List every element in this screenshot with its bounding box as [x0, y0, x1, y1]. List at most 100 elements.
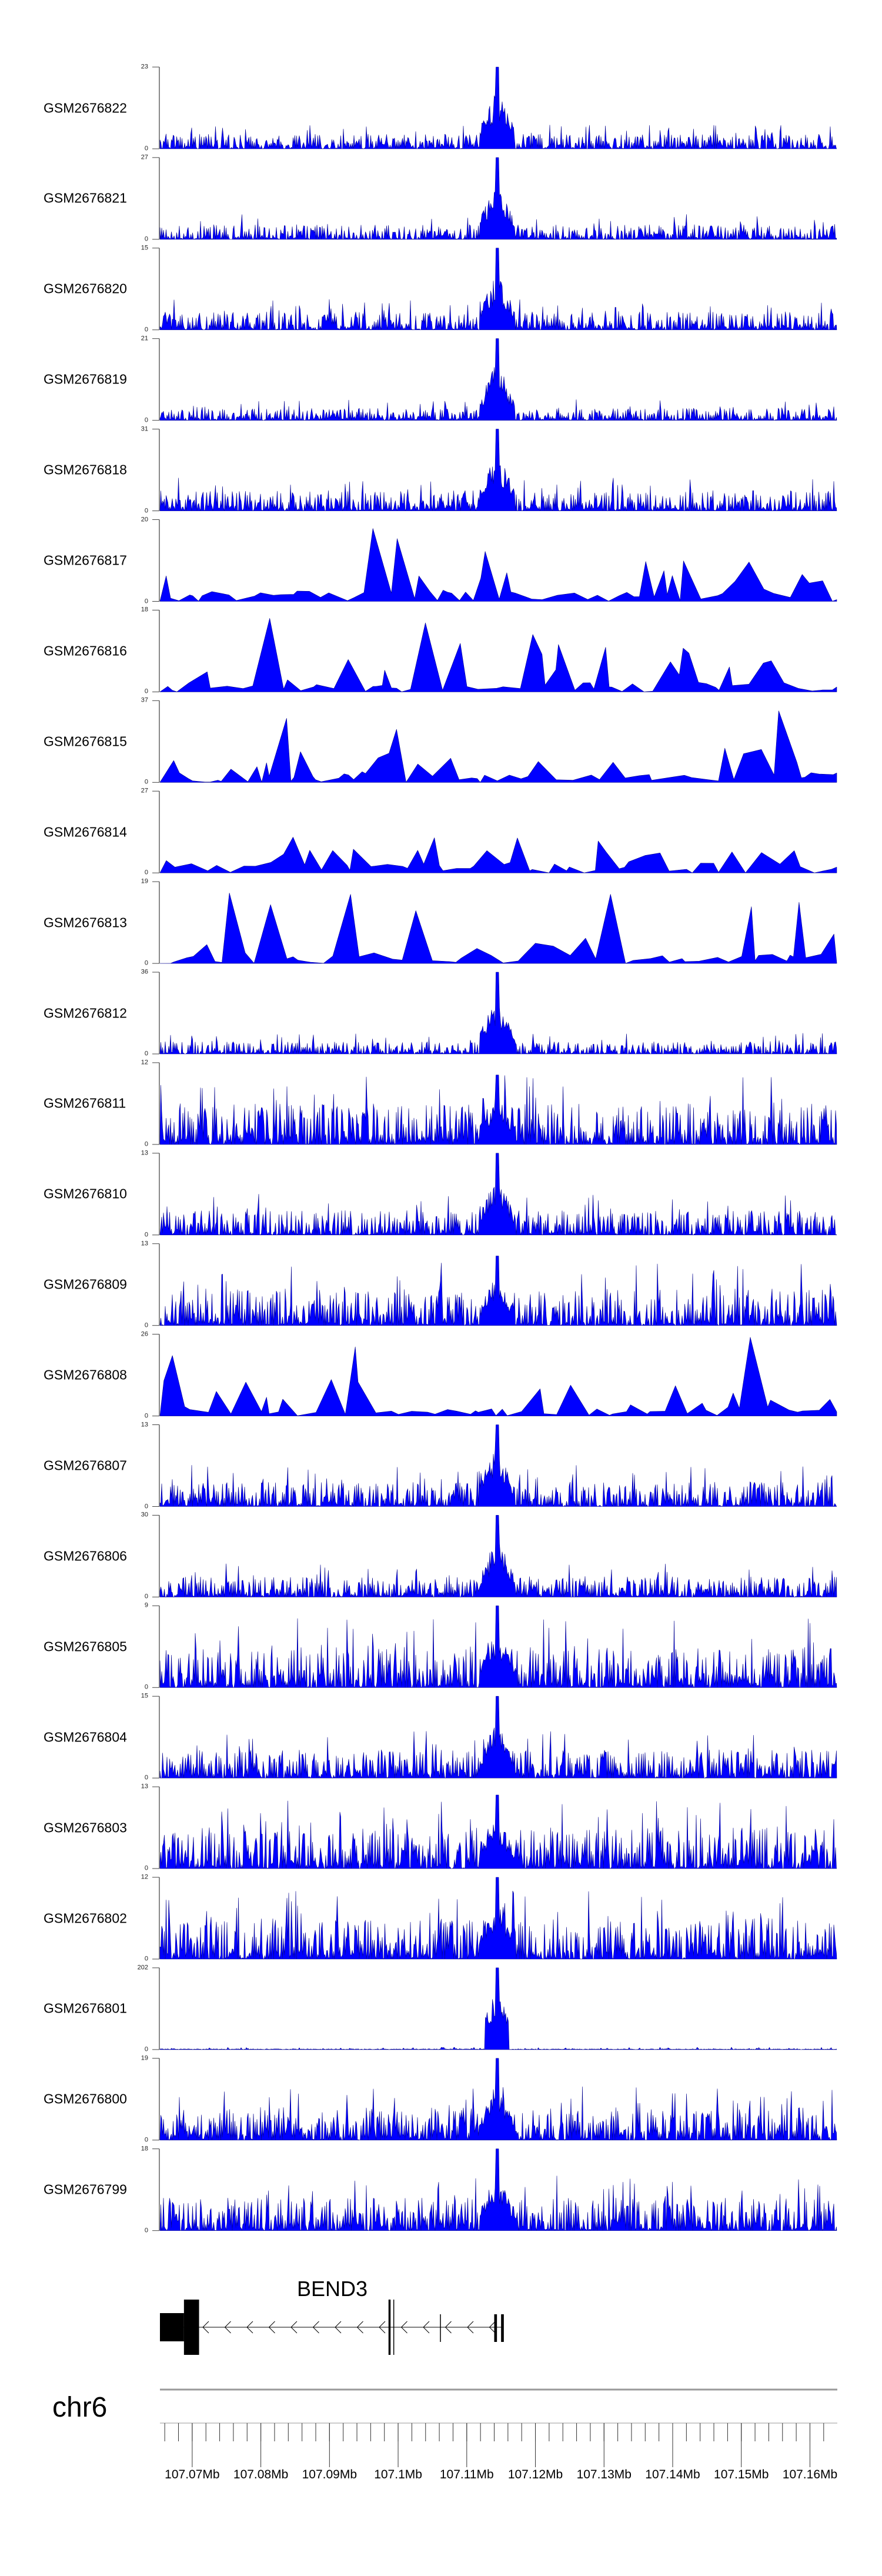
- y-min-label: 0: [144, 598, 148, 605]
- y-max-label: 18: [141, 606, 148, 613]
- y-min-label: 0: [144, 1412, 148, 1420]
- y-min-label: 0: [144, 1231, 148, 1239]
- signal-area: [159, 1794, 837, 1869]
- gene-exon: [440, 2314, 441, 2342]
- track-label: GSM2676819: [44, 371, 127, 387]
- y-max-label: 202: [137, 1964, 148, 1971]
- signal-area: [159, 1075, 837, 1145]
- y-min-label: 0: [144, 2046, 148, 2053]
- y-max-label: 26: [141, 1330, 148, 1338]
- x-tick-label: 107.13Mb: [576, 2468, 632, 2481]
- x-tick-label: 107.1Mb: [374, 2468, 422, 2481]
- y-max-label: 15: [141, 1692, 148, 1700]
- chromosome-label: chr6: [52, 2392, 108, 2423]
- signal-area: [159, 2058, 837, 2141]
- track-label: GSM2676809: [44, 1276, 127, 1292]
- signal-area: [159, 710, 837, 783]
- signal-area: [159, 528, 837, 602]
- x-tick-label: 107.09Mb: [302, 2468, 358, 2481]
- track-label: GSM2676822: [44, 100, 127, 115]
- y-min-label: 0: [144, 1955, 148, 1963]
- x-tick-label: 107.08Mb: [233, 2468, 289, 2481]
- y-min-label: 0: [144, 869, 148, 876]
- track-label: GSM2676815: [44, 733, 127, 749]
- track-label: GSM2676808: [44, 1367, 127, 1383]
- strand-arrow-icon: [400, 2321, 407, 2334]
- signal-area: [159, 2148, 837, 2231]
- strand-arrow-icon: [489, 2321, 496, 2334]
- y-max-label: 27: [141, 787, 148, 795]
- track-label: GSM2676803: [44, 1820, 127, 1836]
- track-label: GSM2676818: [44, 462, 127, 478]
- y-max-label: 13: [141, 1240, 148, 1247]
- y-max-label: 27: [141, 154, 148, 161]
- gene-exon: [183, 2300, 199, 2355]
- y-max-label: 19: [141, 2054, 148, 2062]
- y-min-label: 0: [144, 688, 148, 695]
- signal-area: [159, 1424, 837, 1507]
- strand-arrow-icon: [467, 2321, 474, 2334]
- track-label: GSM2676800: [44, 2091, 127, 2107]
- y-max-label: 36: [141, 968, 148, 976]
- signal-area: [159, 1153, 837, 1236]
- strand-arrow-icon: [445, 2321, 452, 2334]
- strand-arrow-icon: [356, 2321, 363, 2334]
- signal-area: [159, 1877, 837, 1960]
- track-label: GSM2676804: [44, 1729, 127, 1745]
- y-max-label: 13: [141, 1783, 148, 1790]
- x-tick-label: 107.11Mb: [439, 2468, 494, 2481]
- strand-arrow-icon: [290, 2321, 298, 2334]
- x-tick-label: 107.14Mb: [645, 2468, 700, 2481]
- x-tick-label: 107.07Mb: [165, 2468, 220, 2481]
- strand-arrow-icon: [246, 2321, 253, 2334]
- strand-arrow-icon: [224, 2321, 231, 2334]
- track-label: GSM2676816: [44, 643, 127, 659]
- signal-area: [159, 157, 837, 240]
- y-min-label: 0: [144, 1593, 148, 1600]
- signal-area: [159, 1515, 837, 1597]
- y-min-label: 0: [144, 1683, 148, 1691]
- signal-area: [159, 618, 837, 692]
- signal-area: [159, 66, 837, 149]
- signal-area: [159, 338, 837, 421]
- y-max-label: 31: [141, 425, 148, 433]
- signal-area: [159, 1606, 837, 1688]
- signal-area: [159, 972, 837, 1055]
- gene-exon: [388, 2300, 391, 2355]
- gene-utr: [160, 2313, 184, 2341]
- gene-exon: [393, 2300, 395, 2355]
- gene-name-label: BEND3: [296, 2277, 368, 2301]
- track-label: GSM2676810: [44, 1186, 127, 1202]
- track-label: GSM2676813: [44, 915, 127, 930]
- track-label: GSM2676801: [44, 2000, 127, 2016]
- y-max-label: 20: [141, 516, 148, 523]
- y-max-label: 23: [141, 63, 148, 71]
- y-max-label: 15: [141, 244, 148, 252]
- y-max-label: 12: [141, 1873, 148, 1881]
- y-max-label: 37: [141, 696, 148, 704]
- y-min-label: 0: [144, 1864, 148, 1872]
- signal-area: [159, 1256, 837, 1326]
- gene-exon: [494, 2314, 497, 2342]
- x-tick-label: 107.15Mb: [714, 2468, 769, 2481]
- track-label: GSM2676802: [44, 1910, 127, 1926]
- signal-area: [159, 429, 837, 511]
- y-min-label: 0: [144, 2136, 148, 2144]
- signal-area: [159, 837, 837, 873]
- track-label: GSM2676820: [44, 281, 127, 296]
- y-min-label: 0: [144, 416, 148, 424]
- strand-arrow-icon: [312, 2321, 319, 2334]
- y-max-label: 9: [144, 1601, 148, 1609]
- x-tick-label: 107.16Mb: [782, 2468, 838, 2481]
- track-label: GSM2676811: [44, 1095, 126, 1111]
- strand-arrow-icon: [335, 2321, 342, 2334]
- track-label: GSM2676821: [44, 190, 127, 206]
- y-max-label: 13: [141, 1149, 148, 1157]
- y-min-label: 0: [144, 1322, 148, 1329]
- y-max-label: 18: [141, 2145, 148, 2153]
- y-max-label: 13: [141, 1421, 148, 1428]
- y-max-label: 19: [141, 877, 148, 885]
- y-min-label: 0: [144, 1774, 148, 1781]
- y-min-label: 0: [144, 507, 148, 515]
- y-min-label: 0: [144, 145, 148, 152]
